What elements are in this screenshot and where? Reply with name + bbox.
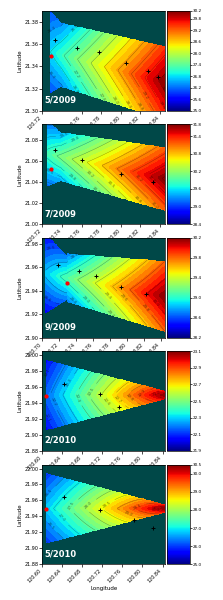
Text: 29.6: 29.6 [119, 293, 128, 303]
Y-axis label: Latitude: Latitude [18, 503, 23, 526]
Text: 29.5: 29.5 [132, 503, 142, 511]
Text: 5/2009: 5/2009 [45, 96, 77, 105]
Text: 22.6: 22.6 [102, 397, 111, 406]
Text: 29.8: 29.8 [67, 173, 76, 182]
Text: 28.0: 28.0 [111, 96, 119, 106]
Text: 2/2010: 2/2010 [45, 436, 77, 445]
Y-axis label: Latitude: Latitude [18, 50, 23, 72]
Text: 22.3: 22.3 [66, 377, 74, 388]
Text: 31.0: 31.0 [150, 201, 159, 210]
Text: 29.5: 29.5 [44, 167, 54, 175]
Text: 27.5: 27.5 [68, 501, 76, 511]
Text: 28.5: 28.5 [102, 500, 112, 509]
Text: 22.5: 22.5 [87, 386, 95, 396]
Text: 30.0: 30.0 [151, 298, 160, 307]
Text: 26.8: 26.8 [71, 85, 79, 94]
Text: 28.8: 28.8 [70, 252, 80, 260]
Text: 22.8: 22.8 [125, 393, 134, 402]
Text: 28.0: 28.0 [84, 501, 93, 510]
Text: 29.8: 29.8 [141, 302, 150, 312]
Text: 26.5: 26.5 [45, 488, 54, 498]
Text: 30.0: 30.0 [159, 85, 168, 95]
X-axis label: Longitude: Longitude [90, 472, 117, 477]
Text: 30.0: 30.0 [150, 507, 160, 513]
Text: 27.2: 27.2 [72, 69, 80, 79]
Y-axis label: Latitude: Latitude [18, 277, 23, 299]
Text: 27.6: 27.6 [97, 92, 106, 102]
Text: 22.2: 22.2 [49, 397, 57, 407]
Text: 28.8: 28.8 [68, 296, 77, 305]
Text: 28.8: 28.8 [136, 102, 145, 112]
Text: 22.9: 22.9 [137, 389, 147, 398]
Text: 26.8: 26.8 [71, 23, 80, 32]
Text: 7/2009: 7/2009 [45, 209, 77, 218]
Text: 23.0: 23.0 [151, 390, 161, 397]
Text: 29.6: 29.6 [158, 101, 166, 110]
Text: 29.2: 29.2 [140, 90, 149, 100]
Text: 30.0: 30.0 [91, 185, 101, 194]
Text: 30.8: 30.8 [133, 195, 143, 204]
Text: 28.4: 28.4 [124, 100, 132, 109]
Text: 22.1: 22.1 [43, 367, 51, 377]
X-axis label: Longitude: Longitude [90, 132, 117, 137]
Text: 29.0: 29.0 [81, 295, 90, 305]
Text: 29.2: 29.2 [106, 308, 115, 318]
X-axis label: Longitude: Longitude [90, 359, 117, 364]
Text: 31.5: 31.5 [147, 175, 157, 184]
Text: 31.2: 31.2 [134, 173, 143, 182]
Y-axis label: Latitude: Latitude [18, 390, 23, 412]
Text: 22.1: 22.1 [43, 413, 51, 422]
Text: 26.5: 26.5 [46, 521, 55, 530]
Text: 22.4: 22.4 [74, 392, 80, 403]
Text: 28.6: 28.6 [46, 245, 56, 251]
Text: 30.5: 30.5 [106, 179, 116, 188]
X-axis label: Longitude: Longitude [90, 245, 117, 250]
Text: 27.0: 27.0 [57, 514, 66, 523]
Text: 29.4: 29.4 [103, 292, 112, 301]
Text: 28.6: 28.6 [42, 294, 52, 302]
Text: 30.2: 30.2 [85, 170, 95, 179]
Text: 5/2010: 5/2010 [45, 550, 77, 559]
Text: 26.4: 26.4 [47, 25, 57, 34]
Text: 29.8: 29.8 [70, 135, 80, 143]
Y-axis label: Latitude: Latitude [18, 163, 23, 185]
Text: 29.5: 29.5 [60, 131, 70, 139]
Text: 26.4: 26.4 [47, 70, 56, 79]
X-axis label: Longitude: Longitude [90, 586, 117, 590]
Text: 9/2009: 9/2009 [45, 323, 77, 332]
Text: 22.7: 22.7 [114, 395, 123, 404]
Text: 29.0: 29.0 [123, 511, 133, 518]
